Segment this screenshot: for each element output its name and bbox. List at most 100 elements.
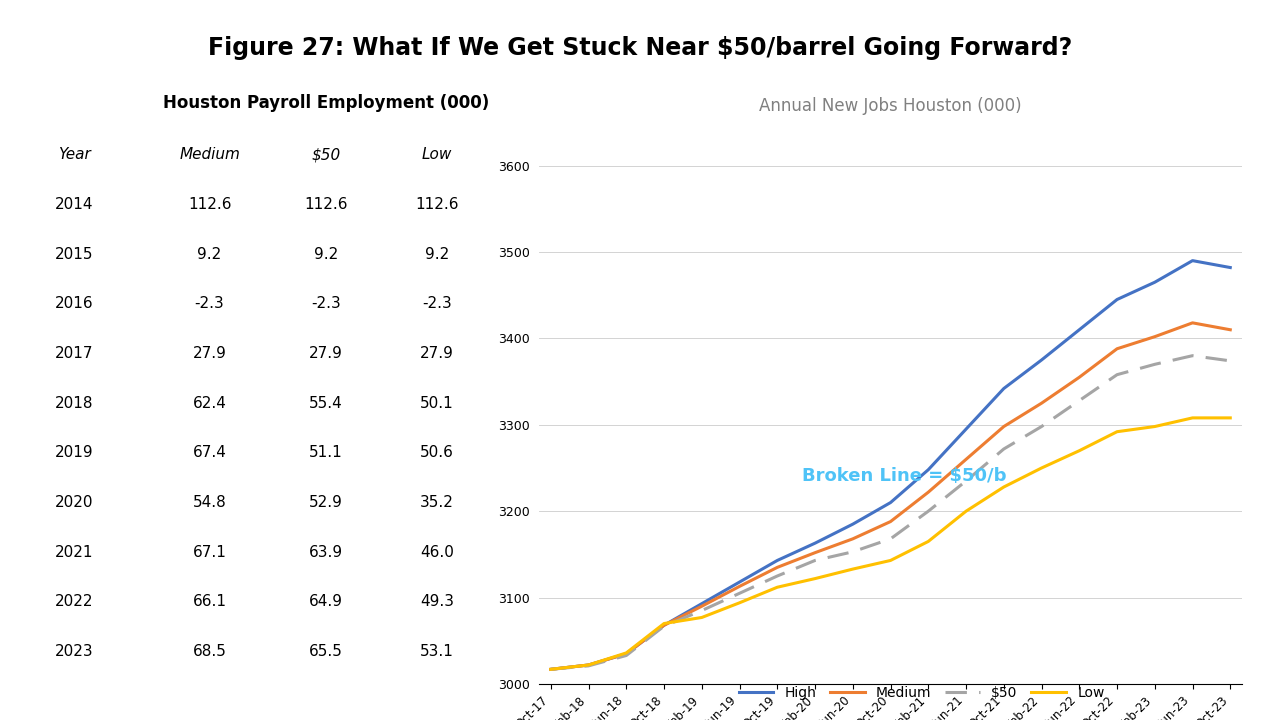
Low: [1185, 413, 1201, 422]
High: [1147, 278, 1162, 287]
High: [845, 520, 860, 528]
Legend: High, Medium, $50, Low: High, Medium, $50, Low: [733, 680, 1110, 706]
$50: [996, 445, 1011, 454]
$50: [920, 507, 936, 516]
Low: [996, 482, 1011, 491]
Text: 50.1: 50.1: [420, 396, 454, 410]
$50: [581, 662, 596, 670]
$50: [694, 606, 709, 615]
Text: 112.6: 112.6: [416, 197, 460, 212]
Low: [581, 661, 596, 670]
$50: [543, 665, 558, 674]
Text: 2020: 2020: [55, 495, 93, 510]
Low: [543, 665, 558, 674]
Text: 27.9: 27.9: [193, 346, 227, 361]
$50: [1110, 370, 1125, 379]
Text: 2018: 2018: [55, 396, 93, 410]
High: [1110, 295, 1125, 304]
Text: 112.6: 112.6: [188, 197, 232, 212]
Line: High: High: [550, 261, 1230, 670]
High: [1222, 264, 1238, 272]
$50: [1034, 422, 1050, 431]
Medium: [959, 455, 974, 464]
High: [769, 556, 785, 564]
Line: Low: Low: [550, 418, 1230, 670]
Medium: [1110, 344, 1125, 353]
Medium: [920, 488, 936, 497]
Low: [883, 556, 899, 564]
Text: 2014: 2014: [55, 197, 93, 212]
Text: 63.9: 63.9: [308, 545, 343, 559]
Low: [808, 575, 823, 583]
Text: 54.8: 54.8: [193, 495, 227, 510]
Text: 2019: 2019: [55, 446, 93, 460]
Text: 53.1: 53.1: [420, 644, 454, 660]
Low: [1147, 422, 1162, 431]
Text: 62.4: 62.4: [193, 396, 227, 410]
High: [1071, 325, 1087, 334]
Medium: [543, 665, 558, 674]
Text: 55.4: 55.4: [308, 396, 343, 410]
Medium: [845, 534, 860, 543]
Text: -2.3: -2.3: [311, 297, 340, 311]
Text: Year: Year: [58, 147, 91, 162]
Text: 50.6: 50.6: [420, 446, 454, 460]
High: [996, 384, 1011, 393]
Medium: [1034, 399, 1050, 408]
Text: 67.1: 67.1: [193, 545, 227, 559]
$50: [657, 622, 672, 631]
Text: Broken Line = $50/b: Broken Line = $50/b: [803, 467, 1007, 485]
High: [920, 465, 936, 474]
Text: 68.5: 68.5: [193, 644, 227, 660]
Text: 65.5: 65.5: [308, 644, 343, 660]
Medium: [657, 621, 672, 629]
Text: Low: Low: [422, 147, 452, 162]
Low: [732, 598, 748, 607]
Low: [1071, 446, 1087, 455]
Text: 46.0: 46.0: [420, 545, 454, 559]
Low: [959, 507, 974, 516]
$50: [1071, 396, 1087, 405]
High: [694, 599, 709, 608]
Text: 112.6: 112.6: [305, 197, 348, 212]
$50: [769, 572, 785, 580]
High: [618, 649, 634, 658]
$50: [1222, 356, 1238, 365]
High: [808, 539, 823, 547]
Text: 64.9: 64.9: [308, 595, 343, 610]
Medium: [732, 582, 748, 590]
Medium: [883, 517, 899, 526]
Text: 66.1: 66.1: [192, 595, 227, 610]
Medium: [996, 422, 1011, 431]
High: [959, 425, 974, 433]
Medium: [808, 549, 823, 557]
High: [1185, 256, 1201, 265]
Text: 2015: 2015: [55, 247, 93, 261]
Title: Annual New Jobs Houston (000): Annual New Jobs Houston (000): [759, 97, 1021, 115]
Low: [920, 537, 936, 546]
$50: [845, 547, 860, 556]
High: [543, 665, 558, 674]
Text: 27.9: 27.9: [420, 346, 454, 361]
Text: 9.2: 9.2: [197, 247, 221, 261]
Text: 2021: 2021: [55, 545, 93, 559]
$50: [1147, 360, 1162, 369]
Text: 51.1: 51.1: [308, 446, 343, 460]
$50: [1185, 351, 1201, 360]
$50: [618, 651, 634, 660]
Line: Medium: Medium: [550, 323, 1230, 670]
Text: -2.3: -2.3: [422, 297, 452, 311]
High: [732, 577, 748, 586]
Text: Houston Payroll Employment (000): Houston Payroll Employment (000): [164, 94, 489, 112]
Medium: [1222, 325, 1238, 334]
High: [883, 498, 899, 507]
Line: $50: $50: [550, 356, 1230, 670]
Medium: [581, 661, 596, 670]
$50: [883, 534, 899, 543]
Low: [1034, 464, 1050, 472]
Low: [845, 564, 860, 573]
High: [581, 661, 596, 670]
Low: [1110, 428, 1125, 436]
Medium: [618, 649, 634, 658]
High: [1034, 356, 1050, 364]
